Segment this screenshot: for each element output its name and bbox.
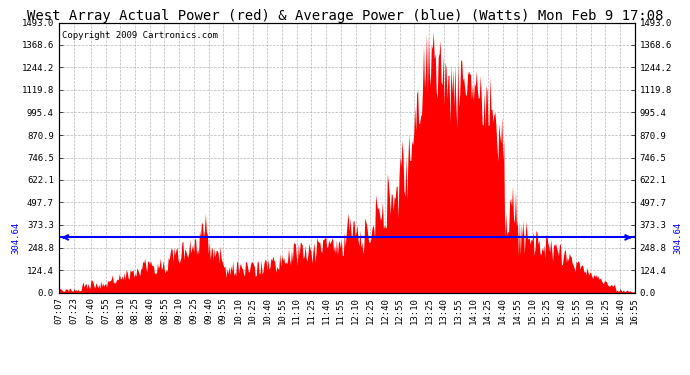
Text: 304.64: 304.64 (673, 221, 682, 254)
Text: Copyright 2009 Cartronics.com: Copyright 2009 Cartronics.com (61, 31, 217, 40)
Text: 304.64: 304.64 (11, 221, 20, 254)
Text: West Array Actual Power (red) & Average Power (blue) (Watts) Mon Feb 9 17:08: West Array Actual Power (red) & Average … (27, 9, 663, 23)
